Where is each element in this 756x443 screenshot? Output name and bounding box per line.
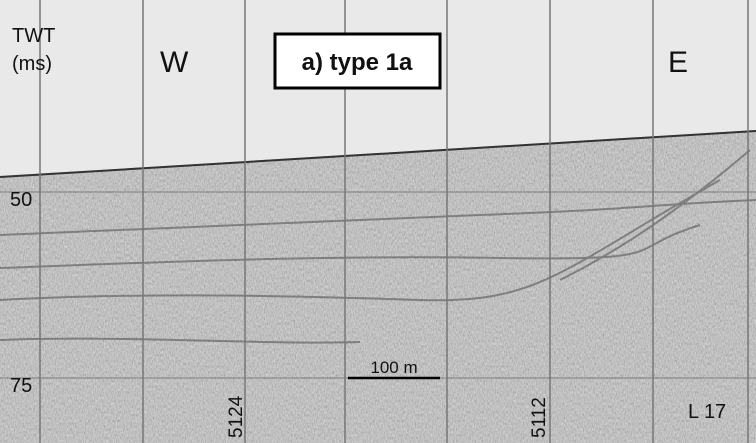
line-label: L 17 — [688, 401, 726, 423]
shotpoint-label: 5124 — [226, 395, 247, 438]
scale-label: 100 m — [370, 358, 417, 377]
tick-label: 75 — [10, 375, 32, 397]
shotpoint-label: 5112 — [529, 397, 550, 438]
panel-box — [273, 32, 442, 90]
tick-label: 50 — [10, 189, 32, 211]
axis-title: (ms) — [12, 53, 52, 75]
direction-label: W — [160, 46, 189, 79]
panel-label: a) type 1a — [302, 49, 413, 76]
reflectors — [0, 149, 756, 344]
axis-title: TWT — [12, 25, 55, 47]
direction-label: E — [668, 46, 688, 79]
